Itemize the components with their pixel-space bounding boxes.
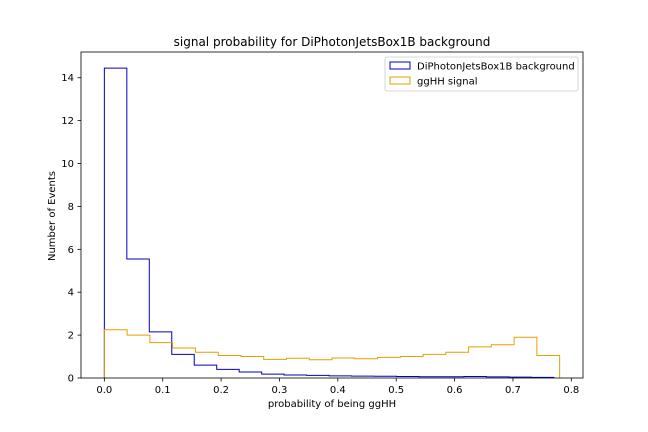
series-2-bin-3 [150, 343, 173, 378]
x-tick-label: 0.7 [505, 385, 521, 396]
y-tick-label: 2 [68, 331, 74, 342]
x-tick-label: 0.4 [330, 385, 346, 396]
series-2-bin-17 [469, 347, 492, 378]
series-2-bin-18 [491, 345, 514, 378]
series-2-bin-2 [127, 335, 150, 378]
series-2-bin-7 [241, 357, 264, 378]
series-2-bin-15 [423, 354, 446, 378]
series-2-bin-5 [195, 352, 218, 378]
x-tick-label: 0.2 [213, 385, 229, 396]
x-tick-label: 0.0 [96, 385, 112, 396]
x-tick-label: 0.5 [388, 385, 404, 396]
series-2-bin-12 [355, 359, 378, 378]
x-axis-ticks: 0.0 0.1 0.2 0.3 0.4 0.5 0.6 0.7 0.8 [96, 378, 579, 396]
axes-frame [80, 51, 584, 379]
series-2-bin-14 [400, 357, 423, 378]
y-tick-label: 0 [68, 374, 74, 385]
x-tick-label: 0.6 [447, 385, 463, 396]
series-2-bin-9 [286, 358, 309, 378]
series-2-bin-13 [378, 357, 401, 378]
x-tick-label: 0.1 [155, 385, 171, 396]
plot-area [80, 51, 584, 379]
series-2-group [103, 329, 561, 378]
series-2-bin-4 [173, 348, 196, 378]
legend-box [384, 56, 579, 92]
legend-label-2: ggHH signal [417, 77, 478, 88]
chart-title: signal probability for DiPhotonJetsBox1B… [174, 35, 491, 49]
x-tick-label: 0.3 [272, 385, 288, 396]
y-axis-ticks: 0 2 4 6 8 10 12 14 [61, 73, 81, 385]
y-tick-label: 12 [61, 116, 74, 127]
series-1-step-line [103, 67, 555, 378]
legend-label-1: DiPhotonJetsBox1B background [417, 62, 575, 73]
y-tick-label: 4 [68, 288, 74, 299]
y-tick-label: 10 [61, 159, 74, 170]
series-1-group [103, 67, 555, 378]
legend-swatch-2 [389, 76, 411, 85]
series-2-bin-1 [104, 330, 127, 378]
series-2-step-line [103, 329, 561, 378]
y-tick-label: 14 [61, 73, 74, 84]
series-2-bin-11 [332, 358, 355, 378]
x-axis-label: probability of being ggHH [268, 399, 396, 410]
series-2-bin-20 [537, 355, 560, 378]
series-2-bin-16 [446, 352, 469, 378]
x-tick-label: 0.8 [563, 385, 579, 396]
y-tick-label: 6 [68, 245, 74, 256]
y-tick-label: 8 [68, 202, 74, 213]
y-axis-label: Number of Events [47, 171, 58, 261]
series-2-bin-19 [514, 337, 537, 378]
legend: DiPhotonJetsBox1B background ggHH signal [384, 56, 579, 92]
series-2-bin-8 [264, 359, 287, 378]
series-2-bin-6 [218, 355, 241, 378]
legend-swatch-1 [389, 61, 411, 70]
series-2-bin-10 [309, 360, 332, 378]
